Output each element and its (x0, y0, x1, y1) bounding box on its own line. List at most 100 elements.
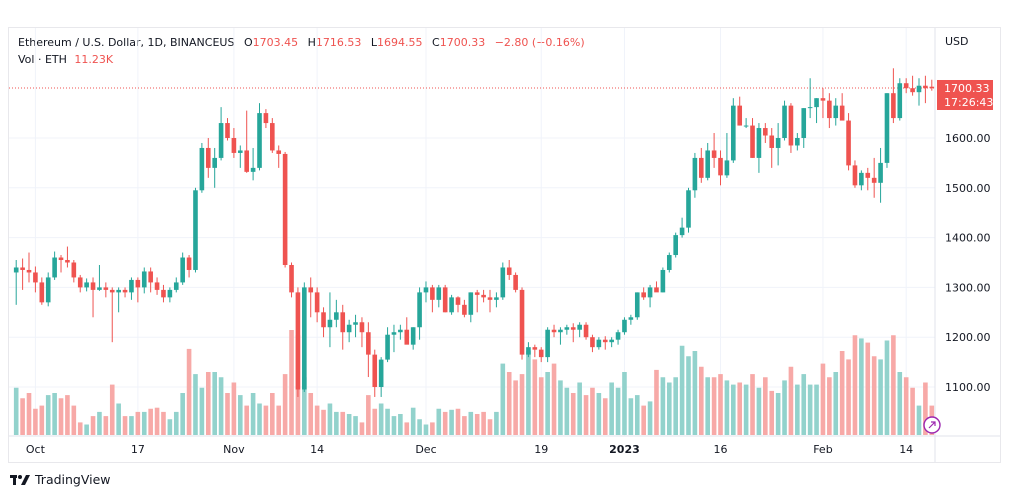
volume-bars (13, 330, 935, 435)
currency-label[interactable]: USD (945, 35, 969, 48)
candle (891, 68, 896, 124)
high-value: 1716.53 (315, 36, 362, 49)
candle (647, 284, 653, 308)
volume-bar (84, 424, 89, 435)
candle (212, 147, 217, 188)
candle (852, 160, 858, 188)
change-value: −2.80 (−0.16%) (494, 36, 585, 49)
candle (711, 133, 717, 168)
volume-bar (257, 403, 262, 435)
candle-body (244, 150, 250, 172)
candle (20, 258, 25, 290)
candle (231, 128, 237, 158)
candle-body (308, 287, 314, 293)
candle-body (417, 292, 422, 328)
candle (878, 147, 883, 203)
time-tick-label: 17 (131, 443, 145, 456)
candle (430, 284, 435, 313)
candle-body (692, 157, 698, 191)
volume-bar (622, 372, 627, 435)
candle-body (250, 167, 256, 172)
open-label: O (243, 36, 253, 49)
candle (634, 292, 640, 320)
volume-bar (558, 380, 563, 435)
volume-bar (417, 419, 422, 435)
candle (302, 282, 307, 392)
candle (487, 289, 493, 313)
volume-bar (404, 422, 410, 435)
candle (666, 252, 672, 273)
open-value: 1703.45 (252, 36, 299, 49)
candle (180, 252, 185, 285)
candle-body (833, 105, 839, 119)
price-tick-label: 1300.00 (945, 281, 991, 294)
volume-bar (891, 335, 896, 435)
symbol-title[interactable]: Ethereum / U.S. Dollar, 1D, BINANCEUS (18, 36, 235, 49)
volume-bar (289, 330, 294, 435)
candle-body (577, 324, 582, 330)
candle-body (378, 359, 384, 387)
candle-body (724, 160, 730, 176)
volume-bar (609, 382, 614, 435)
candle (590, 334, 595, 353)
candle-body (910, 88, 915, 93)
candle-body (103, 287, 109, 290)
candle (244, 110, 250, 173)
candle-body (769, 135, 775, 148)
candle (71, 260, 77, 283)
volume-label[interactable]: Vol · ETH (18, 53, 67, 66)
candle-body (538, 349, 544, 358)
price-tick-label: 1100.00 (945, 381, 991, 394)
volume-bar (916, 405, 922, 435)
candle (916, 78, 922, 106)
candle-body (257, 113, 262, 168)
volume-bar (545, 372, 550, 435)
candle (609, 337, 614, 348)
last-price-value: 1700.33 (944, 82, 990, 95)
tradingview-brand[interactable]: TradingView (10, 472, 111, 487)
volume-bar (225, 393, 230, 435)
candle (334, 299, 339, 328)
candle (129, 277, 134, 300)
volume-bar (423, 424, 429, 435)
candle (353, 314, 358, 338)
candle-body (532, 347, 538, 350)
volume-bar (513, 380, 518, 435)
candle-body (519, 289, 525, 355)
volume-bar (237, 395, 243, 435)
grid-lines (9, 28, 935, 436)
candle (404, 317, 410, 345)
candle-body (199, 147, 205, 191)
candle-body (276, 150, 282, 154)
volume-bar (718, 374, 723, 435)
chart-frame (8, 27, 1001, 463)
candle-body (602, 339, 608, 343)
candle (65, 246, 70, 268)
volume-bar (628, 398, 634, 435)
tradingview-logo-icon (10, 474, 30, 485)
candle-body (871, 177, 877, 183)
candle (378, 357, 384, 397)
candle-body (795, 138, 800, 146)
candle (327, 292, 333, 348)
volume-bar (724, 380, 730, 435)
candle-body (852, 165, 858, 186)
volume-bar (385, 408, 390, 435)
time-tick-label: Feb (813, 443, 832, 456)
candle (564, 324, 570, 335)
candle (865, 167, 871, 191)
candle (161, 284, 166, 303)
volume-bar (923, 382, 928, 435)
candle-body (289, 264, 294, 293)
scroll-to-realtime-icon[interactable] (923, 416, 941, 434)
high-label: H (307, 36, 316, 49)
candle-body (340, 312, 346, 333)
candle-body (109, 289, 115, 293)
candle-body (180, 257, 185, 283)
candle (442, 284, 448, 313)
candle-body (500, 267, 506, 298)
volume-bar (878, 359, 883, 435)
candle-body (39, 282, 45, 303)
volume-value: 11.23K (74, 53, 114, 66)
